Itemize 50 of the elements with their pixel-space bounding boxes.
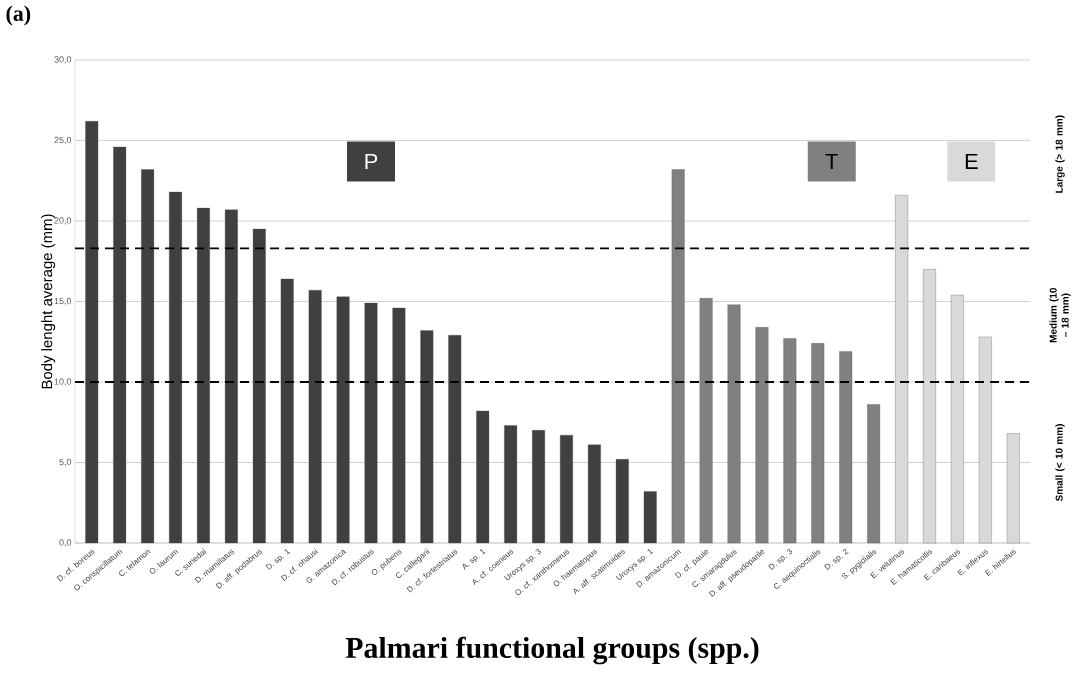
text: Medium (10 – 18 mm) <box>1049 287 1071 343</box>
y-axis-title: Body lenght average (mm) <box>41 214 56 389</box>
chart-title: (a) <box>6 5 31 26</box>
bar <box>643 491 657 544</box>
text: Small (< 10 mm) <box>1055 424 1065 502</box>
y-tick-label: 30,0 <box>54 56 72 64</box>
bar <box>560 434 573 544</box>
bar <box>392 307 406 544</box>
bar <box>727 304 741 544</box>
bar <box>783 338 797 544</box>
bar <box>308 290 322 544</box>
bar <box>811 343 825 544</box>
bar <box>141 169 155 544</box>
bar <box>1006 433 1020 544</box>
text: E <box>965 153 978 169</box>
text: Large (> 18 mm) <box>1055 115 1065 193</box>
bar <box>950 294 964 544</box>
bar <box>978 336 992 544</box>
bar <box>895 195 908 544</box>
bar <box>85 121 99 544</box>
bar <box>113 146 127 544</box>
bar <box>615 459 629 544</box>
y-tick-label: 20,0 <box>54 217 72 225</box>
y-tick-label: 15,0 <box>54 297 72 306</box>
bar <box>755 327 769 544</box>
y-tick-label: 0,0 <box>59 539 72 547</box>
bar <box>448 335 462 544</box>
bar <box>532 430 545 544</box>
bar <box>671 169 685 544</box>
bar <box>280 278 294 544</box>
y-tick-label: 10,0 <box>54 378 72 386</box>
bar <box>336 296 350 544</box>
text: P <box>365 153 378 169</box>
bar <box>169 191 182 544</box>
bar <box>839 351 853 544</box>
bar <box>476 410 490 544</box>
bar <box>252 228 266 544</box>
bar <box>420 330 434 544</box>
bar <box>364 302 378 544</box>
bar <box>197 207 210 544</box>
bar <box>867 404 881 544</box>
bar <box>699 298 713 544</box>
text: T <box>825 153 838 169</box>
x-axis-title: Palmari functional groups (spp.) <box>345 636 759 665</box>
bar <box>587 444 601 544</box>
bar <box>923 269 936 544</box>
y-tick-label: 25,0 <box>54 136 72 145</box>
y-tick-label: 5,0 <box>59 458 72 467</box>
bar <box>504 425 518 544</box>
bar <box>224 209 238 544</box>
